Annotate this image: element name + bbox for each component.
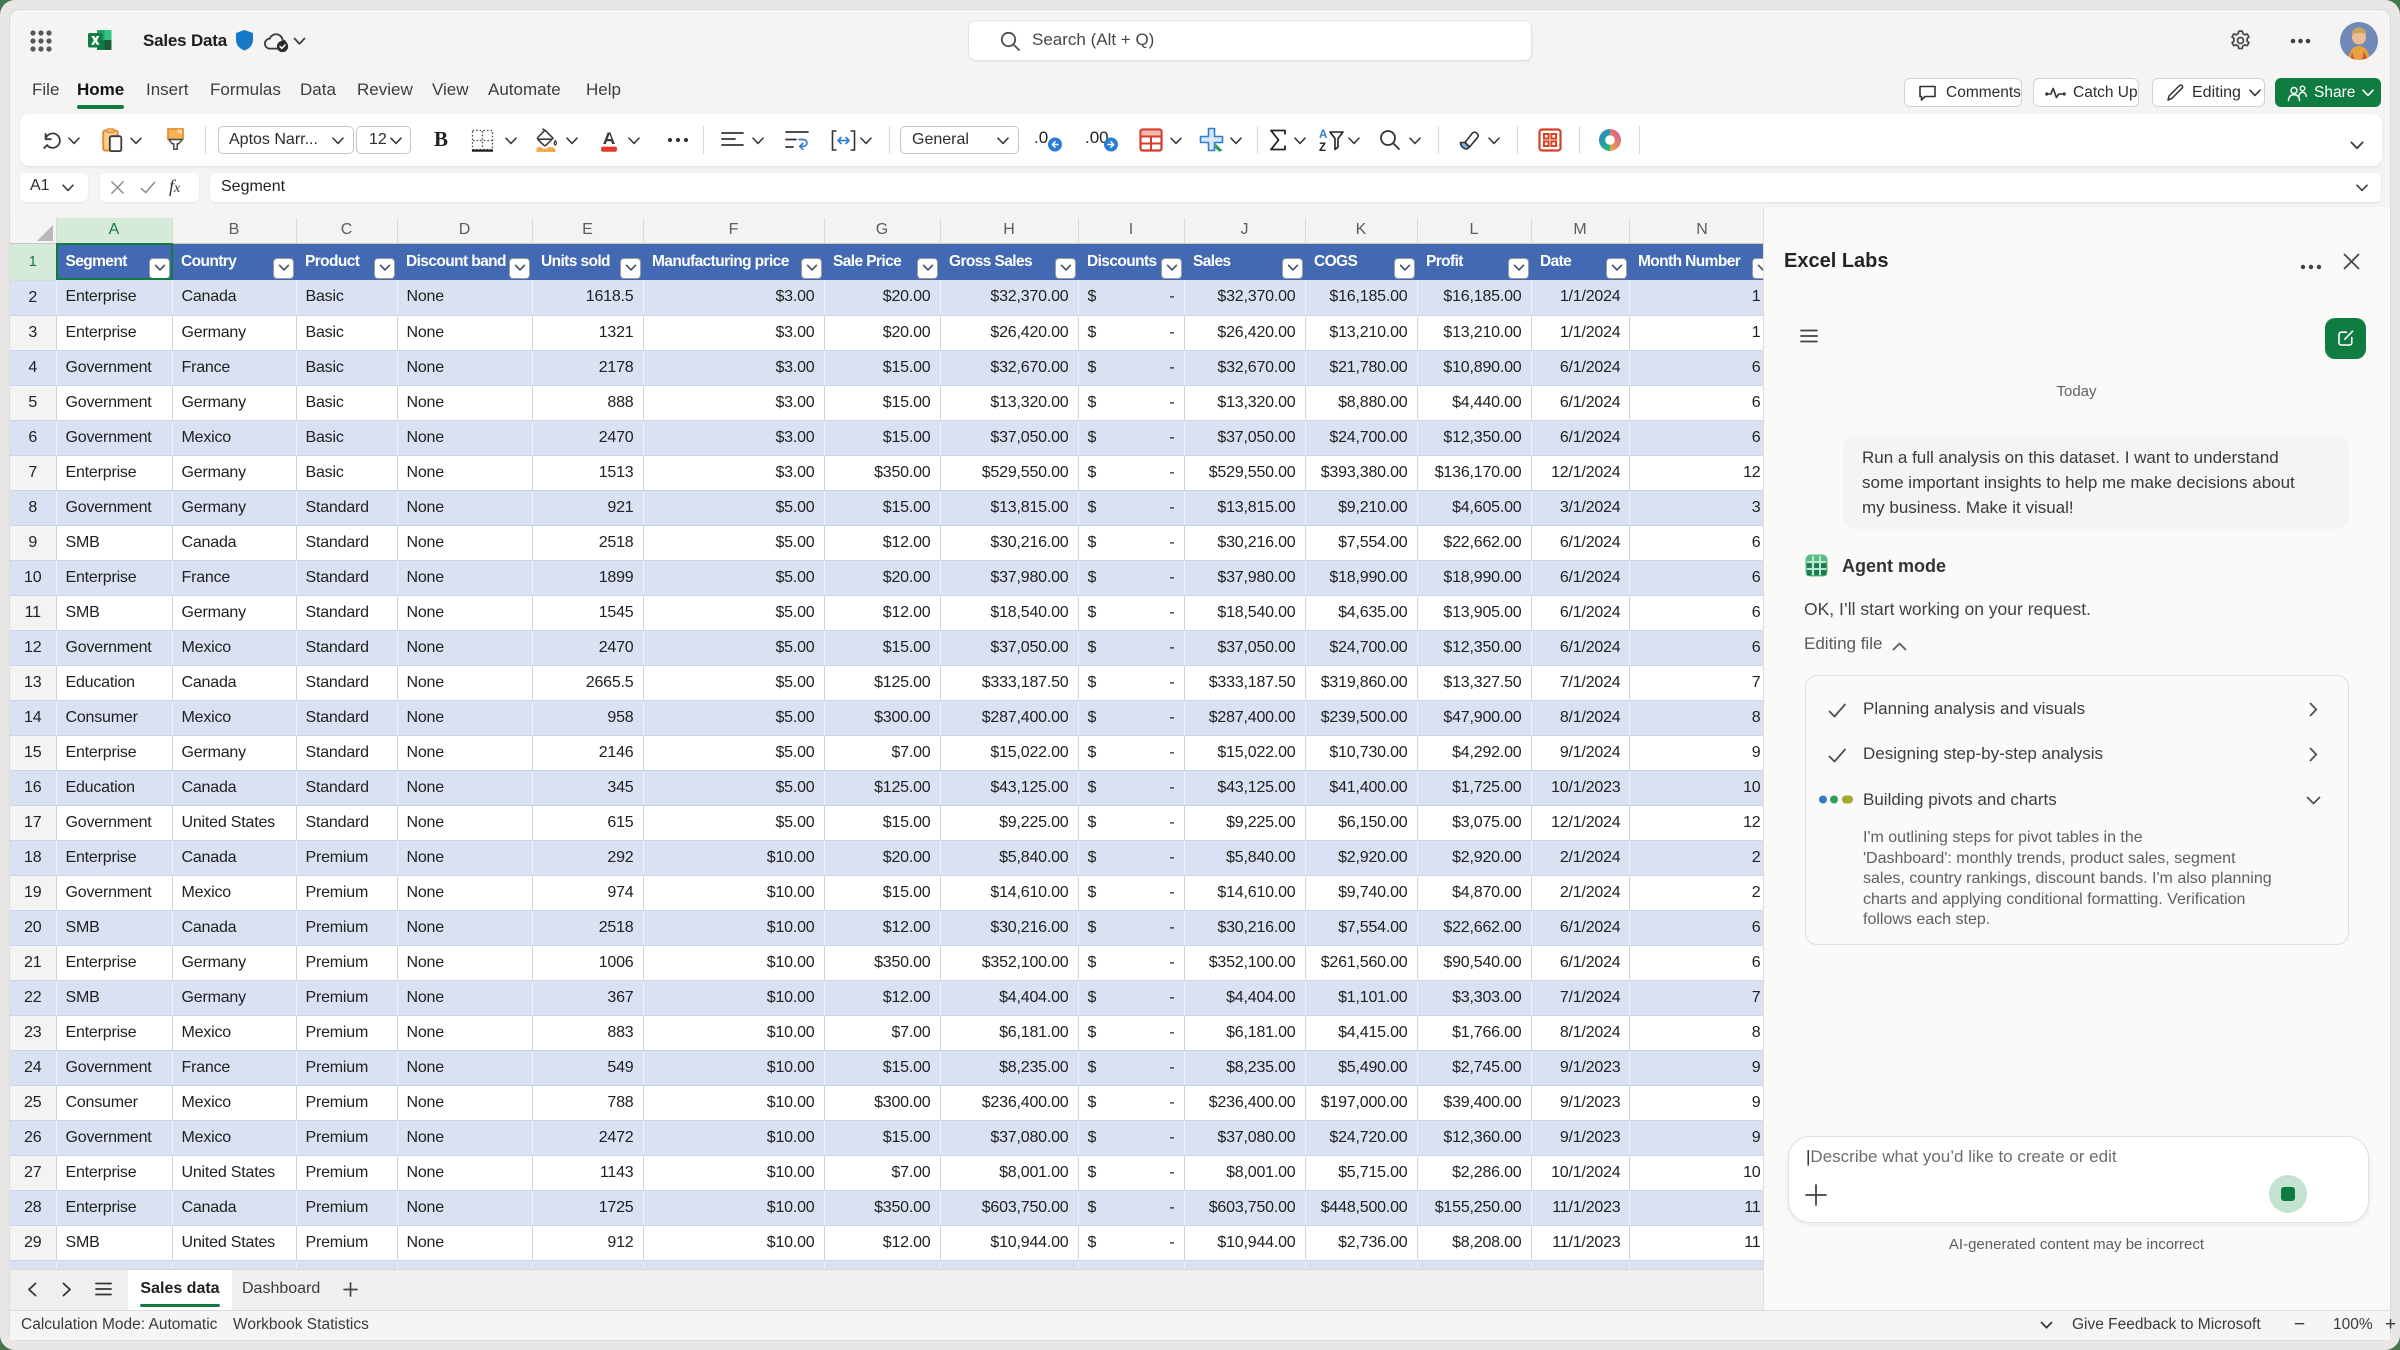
svg-text:Z: Z [1319,142,1326,153]
svg-text:.0: .0 [1034,128,1048,147]
svg-text:.00: .00 [1085,128,1109,147]
svg-text:A: A [1319,129,1327,141]
